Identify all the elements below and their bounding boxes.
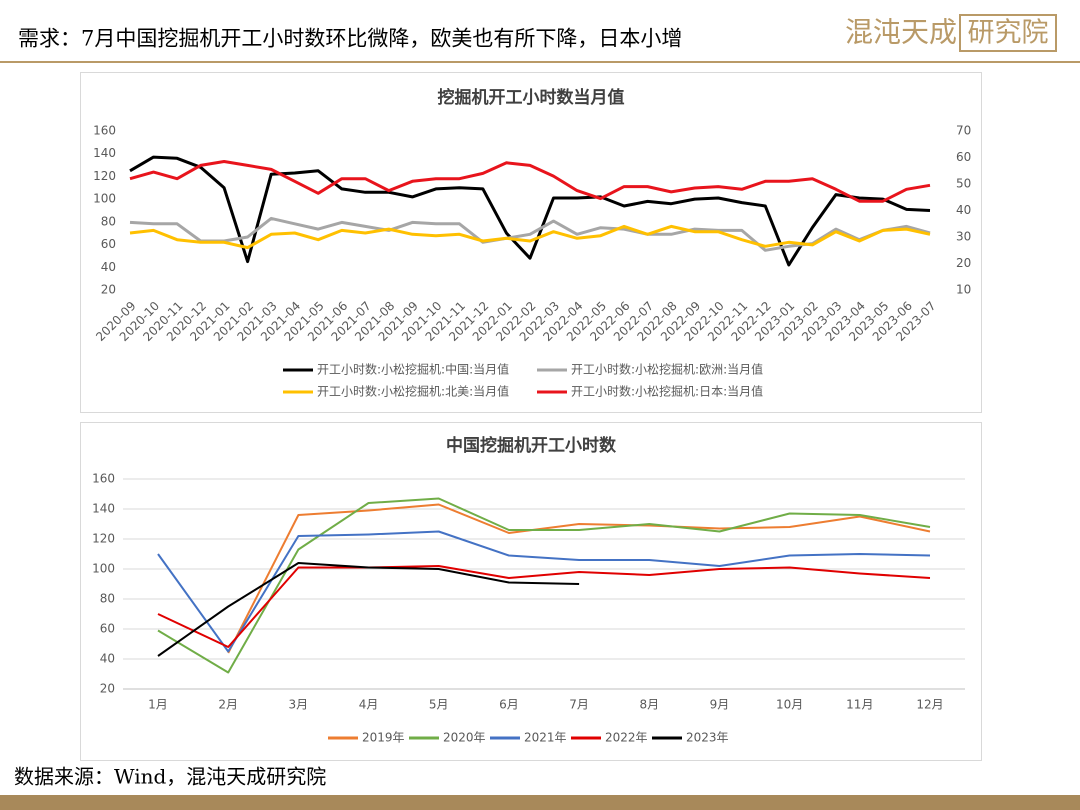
series-line (129, 224, 931, 250)
legend-label: 2019年 (362, 731, 405, 745)
y2-tick-label: 20 (956, 256, 971, 270)
footer-bar (0, 795, 1080, 810)
y-tick-label: 80 (101, 214, 116, 228)
chart-title: 挖掘机开工小时数当月值 (438, 87, 625, 108)
x-tick-label: 7月 (569, 698, 589, 712)
chart-title: 中国挖掘机开工小时数 (446, 435, 617, 456)
x-tick-label: 3月 (289, 698, 309, 712)
logo-main: 混沌天成 (845, 16, 957, 49)
x-tick-label: 11月 (846, 698, 873, 712)
logo-box (959, 14, 1057, 52)
y2-tick-label: 40 (956, 203, 971, 217)
x-tick-label: 12月 (916, 698, 943, 712)
legend-label: 开工小时数:小松挖掘机:欧洲:当月值 (571, 362, 763, 377)
x-tick-label: 4月 (359, 698, 379, 712)
series-line (129, 216, 931, 252)
y-tick-label: 160 (93, 124, 116, 138)
legend-label: 2023年 (686, 731, 729, 745)
y2-tick-label: 10 (956, 283, 971, 297)
series-line (157, 565, 931, 648)
x-tick-label: 9月 (710, 698, 730, 712)
y-tick-label: 140 (93, 146, 116, 160)
y-tick-label: 40 (100, 652, 115, 666)
legend-label: 2020年 (443, 731, 486, 745)
y-tick-label: 120 (93, 169, 116, 183)
source-note: 数据来源：Wind，混沌天成研究院 (14, 765, 326, 789)
y-tick-label: 60 (100, 622, 115, 636)
y-tick-label: 40 (101, 260, 116, 274)
slide-title: 需求：7月中国挖掘机开工小时数环比微降，欧美也有所下降，日本小增 (18, 27, 682, 51)
series-line (157, 562, 580, 657)
x-tick-label: 5月 (429, 698, 449, 712)
y2-tick-label: 70 (956, 124, 971, 138)
x-tick-label: 6月 (499, 698, 519, 712)
x-tick-label: 1月 (148, 698, 168, 712)
logo-box-text: 研究院 (968, 18, 1049, 49)
series-line (227, 503, 931, 654)
series-line (129, 155, 931, 267)
series-line (129, 160, 931, 203)
y-tick-label: 160 (92, 472, 115, 486)
series-line (157, 530, 931, 653)
y-tick-label: 140 (92, 502, 115, 516)
y2-tick-label: 50 (956, 177, 971, 191)
legend-label: 开工小时数:小松挖掘机:中国:当月值 (317, 362, 509, 377)
y-tick-label: 100 (92, 562, 115, 576)
y2-tick-label: 30 (956, 230, 971, 244)
x-tick-label: 2月 (218, 698, 238, 712)
y-tick-label: 120 (92, 532, 115, 546)
legend-label: 2022年 (605, 731, 648, 745)
y2-tick-label: 60 (956, 150, 971, 164)
x-tick-label: 8月 (639, 698, 659, 712)
y-tick-label: 100 (93, 192, 116, 206)
legend-label: 开工小时数:小松挖掘机:日本:当月值 (571, 384, 763, 399)
legend-label: 开工小时数:小松挖掘机:北美:当月值 (317, 384, 509, 399)
y-tick-label: 60 (101, 237, 116, 251)
x-tick-label: 10月 (776, 698, 803, 712)
y-tick-label: 20 (101, 283, 116, 297)
y-tick-label: 80 (100, 592, 115, 606)
y-tick-label: 20 (100, 682, 115, 696)
legend-label: 2021年 (524, 731, 567, 745)
